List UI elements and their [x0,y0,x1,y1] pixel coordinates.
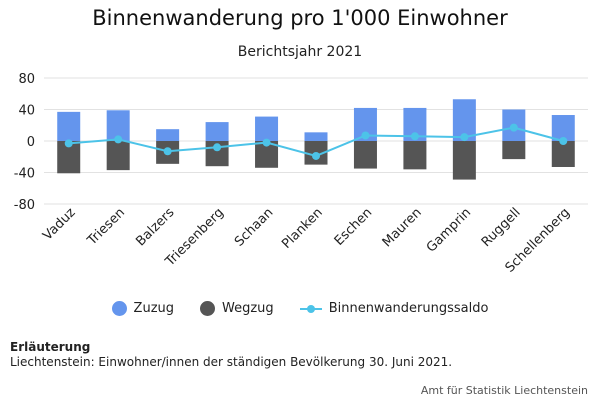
notes-text: Liechtenstein: Einwohner/innen der ständ… [10,355,453,369]
bar-zuzug [205,122,229,141]
saldo-point [114,135,123,144]
legend-wegzug-label: Wegzug [222,301,274,316]
saldo-point [262,138,271,147]
chart-title: Binnenwanderung pro 1'000 Einwohner [92,6,508,30]
x-tick-label: Mauren [380,205,425,250]
bar-zuzug [57,111,81,141]
bar-zuzug [255,116,279,141]
saldo-point [163,147,172,156]
bar-zuzug [353,107,377,141]
legend-wegzug-marker-icon [200,301,216,316]
y-tick-label: 40 [18,104,35,119]
x-tick-label: Planken [279,205,326,252]
legend-item-wegzug[interactable]: Wegzug [200,301,274,316]
legend-saldo-line-icon [299,301,322,316]
saldo-point [64,139,73,148]
legend-saldo-label: Binnenwanderungssaldo [328,301,489,316]
x-tick-label: Vaduz [40,205,78,243]
source-credit: Amt für Statistik Liechtenstein [420,384,588,397]
legend-item-zuzug[interactable]: Zuzug [111,301,175,316]
saldo-point [213,143,222,152]
legend-zuzug-label: Zuzug [133,301,175,316]
bar-wegzug [502,141,526,160]
x-tick-label: Schaan [232,205,276,249]
bar-wegzug [353,141,377,169]
bar-zuzug [452,99,476,141]
saldo-point [460,133,469,142]
y-tick-label: -40 [14,167,35,182]
bar-zuzug [156,129,180,141]
x-tick-label: Eschen [332,205,376,249]
bar-zuzug [403,107,427,141]
bar-wegzug [255,141,279,168]
y-tick-label: 80 [18,72,35,87]
bar-zuzug [304,132,328,141]
bar-zuzug [106,110,130,141]
bar-wegzug [57,141,81,174]
legend-zuzug-marker-icon [111,301,127,316]
x-tick-label: Triesen [84,205,128,249]
saldo-point [410,132,419,141]
saldo-point [312,151,320,160]
bar-wegzug [551,141,575,167]
saldo-point [559,137,568,145]
bar-wegzug [106,141,130,171]
notes-heading: Erläuterung [10,340,91,354]
legend-item-saldo[interactable]: Binnenwanderungssaldo [299,301,489,316]
x-tick-label: Gamprin [424,205,474,255]
y-tick-label: -80 [14,198,35,213]
saldo-point [509,123,518,132]
legend: Zuzug Wegzug Binnenwanderungssaldo [0,301,600,316]
x-tick-label: Balzers [133,205,177,249]
saldo-point [361,131,370,140]
y-tick-label: 0 [27,135,35,150]
x-tick-label: Ruggell [479,205,524,250]
bar-wegzug [452,141,476,180]
chart-subtitle: Berichtsjahr 2021 [237,44,363,60]
bar-zuzug [551,115,575,141]
bar-wegzug [403,141,427,170]
